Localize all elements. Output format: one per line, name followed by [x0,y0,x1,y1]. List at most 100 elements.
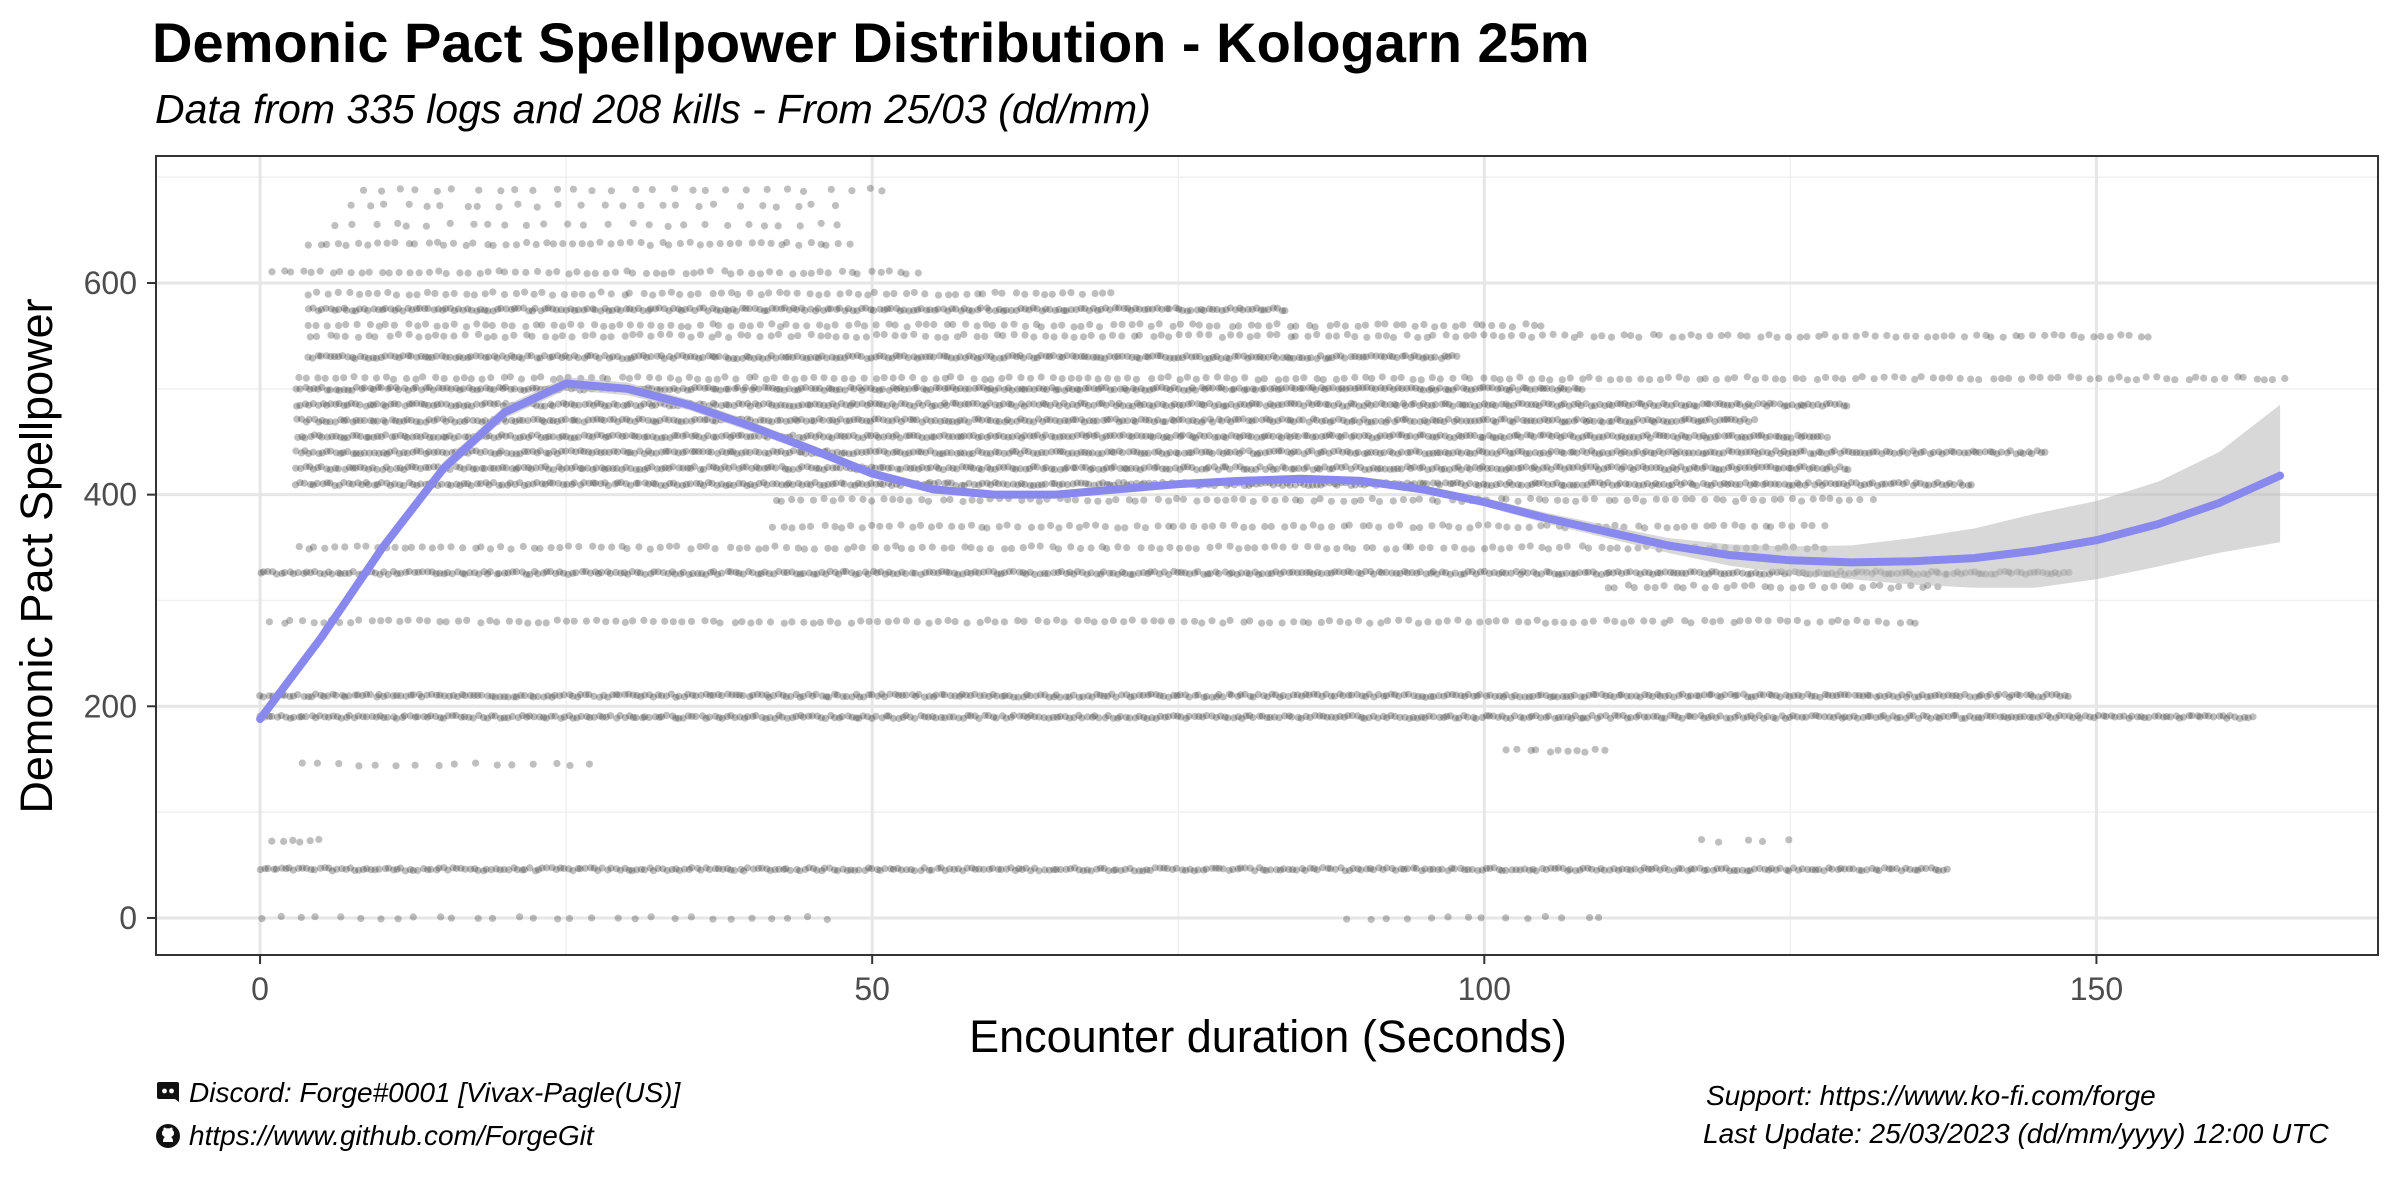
scatter-point [386,465,394,474]
scatter-point [804,913,812,921]
scatter-point [967,544,975,552]
scatter-point [800,618,808,626]
scatter-point [256,692,264,700]
scatter-point [1958,714,1966,723]
scatter-point [961,543,969,551]
scatter-point [1476,691,1484,699]
scatter-point [449,712,457,720]
scatter-point [641,691,649,699]
scatter-point [629,713,637,722]
scatter-point [1778,712,1786,720]
scatter-point [1719,496,1727,504]
scatter-point [1927,714,1935,722]
scatter-point [1763,712,1771,721]
scatter-point [1022,864,1030,872]
scatter-point [597,543,605,551]
scatter-point [876,522,884,530]
scatter-point [1182,866,1190,874]
scatter-point [1354,448,1362,456]
scatter-point [1388,864,1396,873]
scatter-point [1485,712,1493,720]
scatter-point [987,375,995,383]
scatter-point [1240,523,1248,531]
scatter-point [1939,866,1947,874]
scatter-point [1606,866,1614,874]
scatter-point [826,864,834,872]
scatter-point [1950,712,1958,720]
scatter-point [355,762,363,770]
scatter-point [428,544,436,552]
scatter-point [885,712,893,720]
scatter-point [1887,584,1895,592]
scatter-point [715,714,723,722]
scatter-point [1581,495,1589,503]
scatter-point [590,692,598,700]
scatter-point [1027,867,1035,875]
scatter-point [1643,583,1651,592]
scatter-point [2111,713,2119,721]
scatter-point [1200,416,1208,424]
scatter-point [1845,865,1853,873]
scatter-point [850,543,858,551]
scatter-point [1720,521,1728,530]
scatter-point [295,543,303,551]
scatter-point [907,545,916,553]
scatter-point [1121,865,1129,874]
scatter-point [1178,866,1186,874]
scatter-point [300,692,308,701]
scatter-point [1644,865,1652,873]
scatter-point [755,618,763,626]
scatter-point [1889,712,1897,720]
scatter-point [1794,866,1802,874]
scatter-point [1354,712,1362,720]
scatter-point [1027,542,1035,550]
scatter-point [1869,581,1877,590]
scatter-point [265,618,273,626]
scatter-point [1424,618,1432,626]
scatter-point [855,569,863,578]
scatter-point [685,865,693,874]
scatter-point [1970,714,1978,722]
scatter-point [1661,714,1669,722]
scatter-point [675,714,683,722]
scatter-point [976,618,984,627]
scatter-point [1515,618,1523,626]
scatter-point [447,543,455,551]
scatter-point [556,692,564,700]
scatter-point [697,691,705,699]
scatter-point [746,693,754,701]
scatter-point [321,713,329,721]
scatter-point [1239,447,1247,455]
scatter-point [321,374,329,382]
scatter-point [1289,866,1297,874]
scatter-point [754,864,762,873]
scatter-point [1479,433,1487,442]
scatter-point [1225,866,1233,875]
scatter-point [604,866,612,874]
scatter-point [1060,618,1068,626]
scatter-point [1595,913,1603,922]
scatter-point [1041,691,1049,699]
scatter-point [1716,712,1724,720]
scatter-point [345,692,353,700]
scatter-point [346,864,354,872]
scatter-point [338,865,346,873]
scatter-point [1818,494,1827,502]
scatter-point [932,714,940,722]
scatter-point [2188,712,2196,720]
scatter-point [780,619,788,627]
scatter-point [1190,522,1198,531]
scatter-point [967,712,975,720]
scatter-point [1438,865,1446,873]
scatter-point [1184,544,1193,552]
scatter-point [1281,495,1289,503]
scatter-point [908,691,917,699]
scatter-point [1229,865,1237,874]
scatter-point [1828,618,1836,626]
scatter-point [394,400,402,408]
scatter-point [1855,866,1863,874]
scatter-point [1016,712,1024,720]
scatter-point [783,914,792,922]
scatter-point [865,691,873,699]
scatter-point [1983,712,1991,720]
